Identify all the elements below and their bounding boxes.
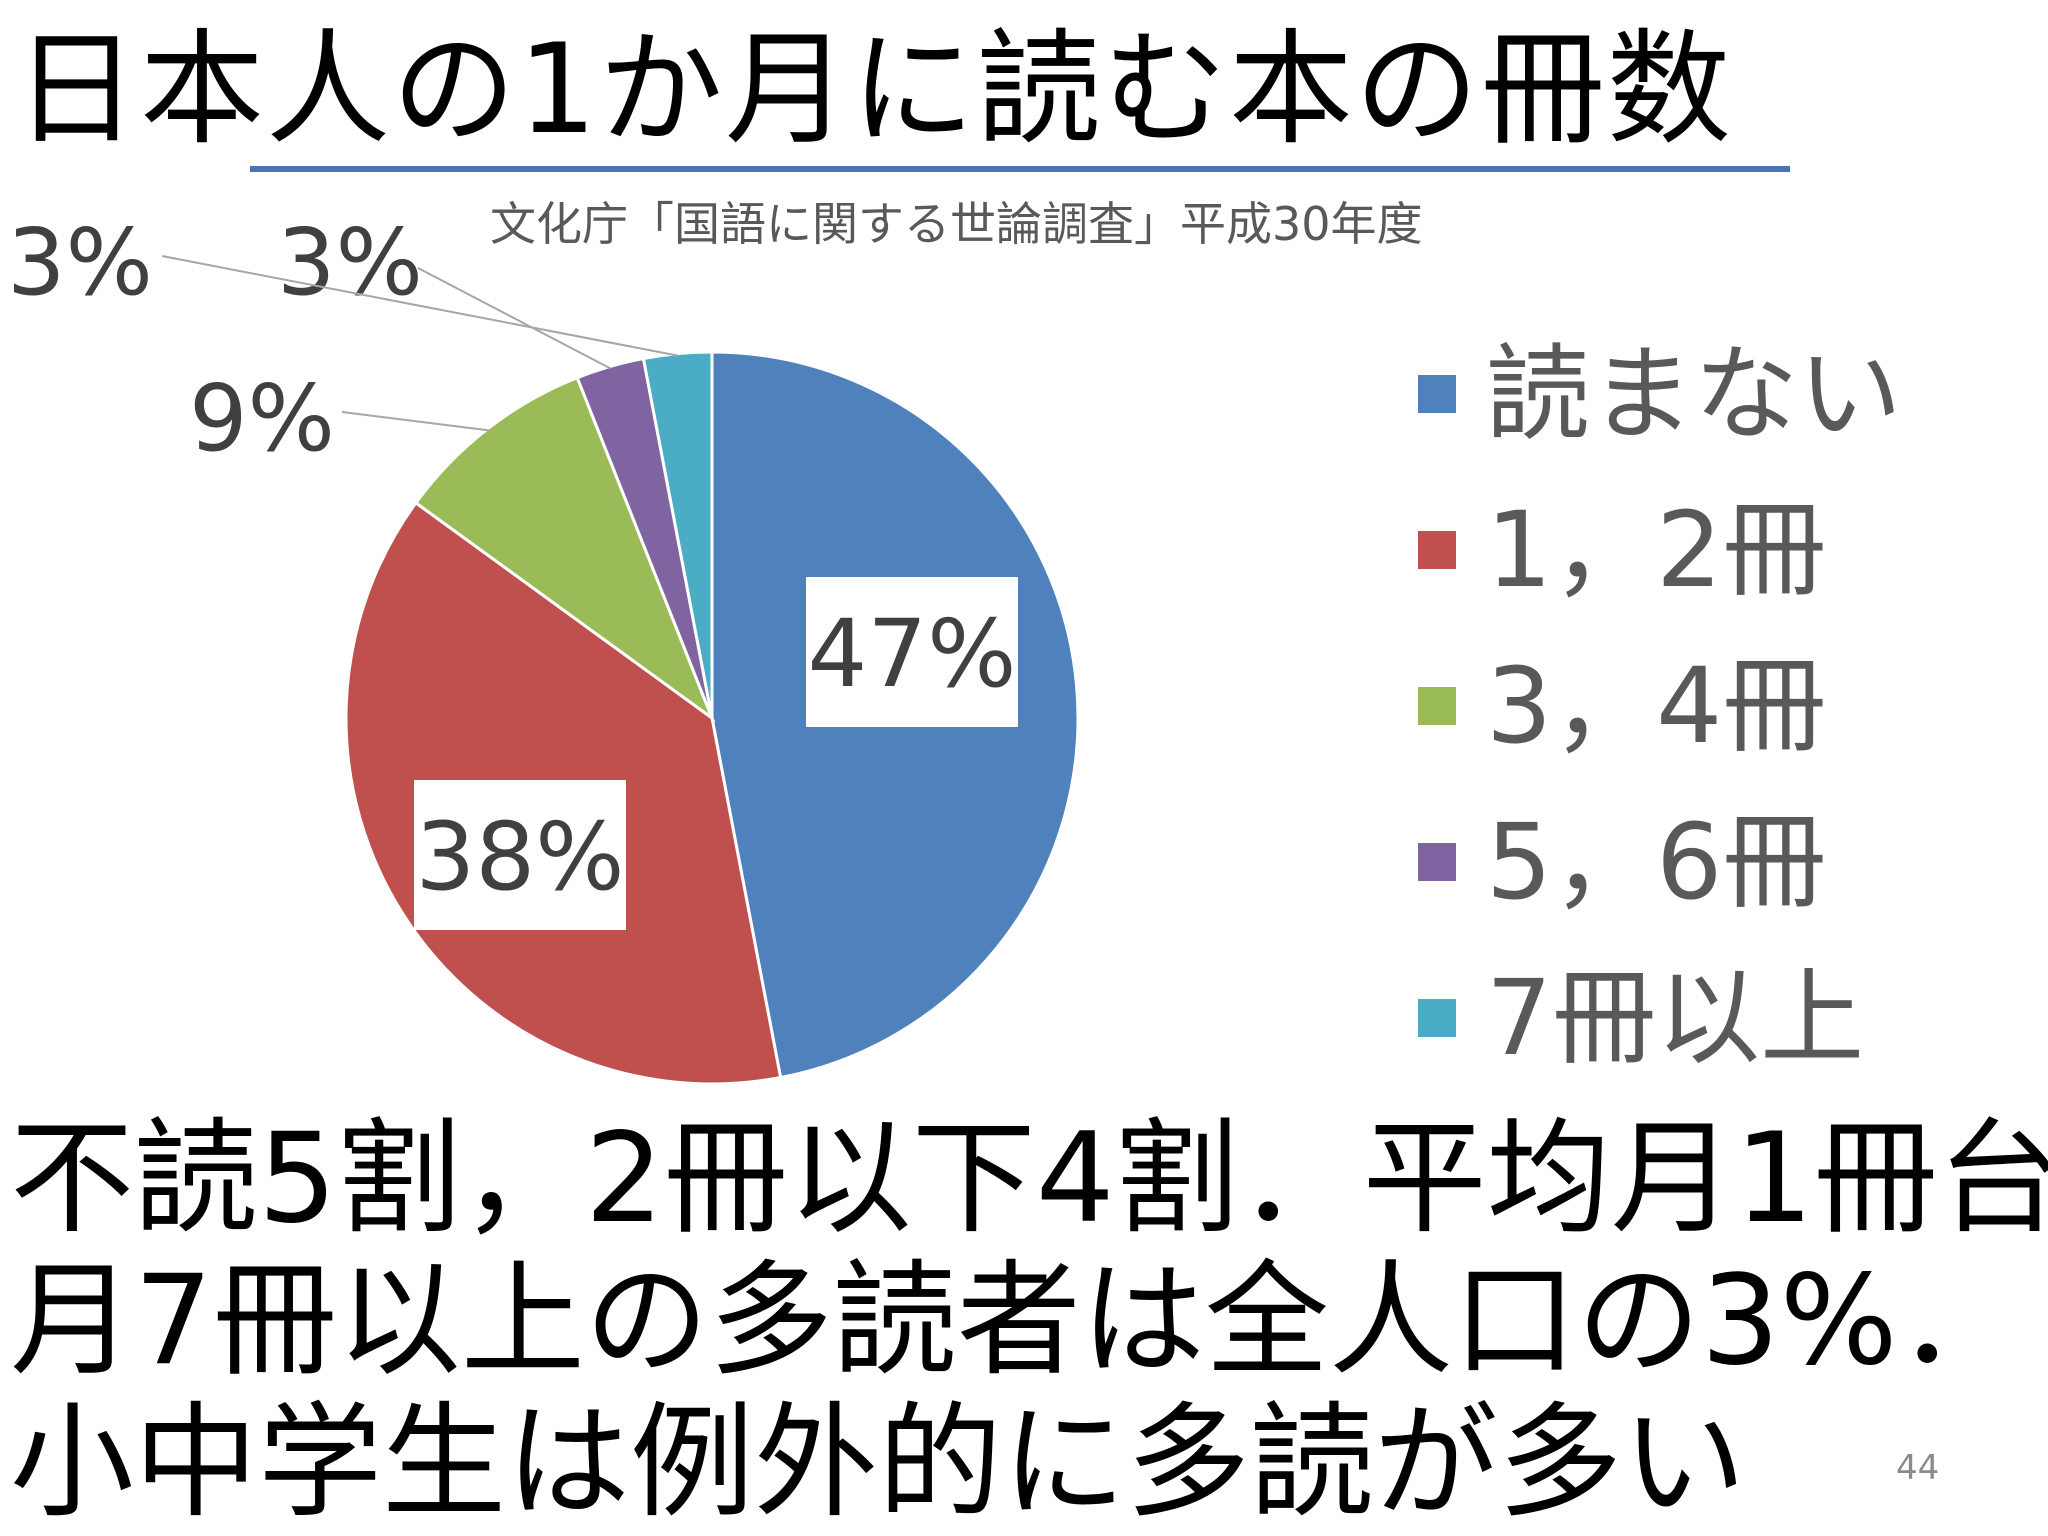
data-label-1-2-books: 38% [416, 803, 625, 912]
title-underline [250, 166, 1790, 172]
legend-swatch-1-2-books [1418, 531, 1456, 569]
chart-legend: 読まない 1，2冊 3，4冊 5，6冊 7冊以上 [1418, 316, 2028, 1096]
legend-item-1-2-books: 1，2冊 [1418, 472, 2028, 628]
legend-item-no-books: 読まない [1418, 316, 2028, 472]
page-number: 44 [1896, 1448, 1940, 1488]
legend-swatch-5-6-books [1418, 843, 1456, 881]
legend-label-7-plus-books: 7冊以上 [1486, 957, 1865, 1079]
summary-line-1: 不読5割，2冊以下4割．平均月1冊台 [10, 1107, 2048, 1251]
data-label-3-4-books: 9% [189, 365, 335, 472]
leader-line-5-6-books [417, 267, 611, 370]
summary-line-2: 月7冊以上の多読者は全人口の3%． [10, 1249, 2022, 1393]
legend-item-5-6-books: 5，6冊 [1418, 784, 2028, 940]
leader-line-3-4-books [341, 411, 490, 432]
data-label-box-1-2-books [414, 780, 626, 930]
legend-label-5-6-books: 5，6冊 [1486, 801, 1827, 923]
legend-label-no-books: 読まない [1486, 333, 1903, 455]
legend-item-7-plus-books: 7冊以上 [1418, 940, 2028, 1096]
data-label-5-6-books: 3% [277, 209, 423, 316]
leader-line-7-plus-books [161, 255, 678, 357]
summary-line-3: 小中学生は例外的に多読が多い [10, 1391, 1747, 1535]
data-label-no-books: 47% [808, 600, 1017, 709]
pie-slice-3-4-books [413, 375, 716, 723]
legend-swatch-no-books [1418, 375, 1456, 413]
legend-label-1-2-books: 1，2冊 [1486, 489, 1827, 611]
slide-title: 日本人の1か月に読む本の冊数 [14, 18, 1733, 162]
legend-item-3-4-books: 3，4冊 [1418, 628, 2028, 784]
legend-label-3-4-books: 3，4冊 [1486, 645, 1827, 767]
legend-swatch-3-4-books [1418, 687, 1456, 725]
legend-swatch-7-plus-books [1418, 999, 1456, 1037]
source-note: 文化庁「国語に関する世論調査」平成30年度 [490, 197, 1423, 251]
data-label-box-no-books [806, 577, 1018, 727]
summary-text: 不読5割，2冊以下4割．平均月1冊台 月7冊以上の多読者は全人口の3%． 小中学… [10, 1107, 2048, 1535]
data-label-7-plus-books: 3% [7, 209, 153, 316]
pie-slice-7-plus-books [641, 350, 714, 719]
